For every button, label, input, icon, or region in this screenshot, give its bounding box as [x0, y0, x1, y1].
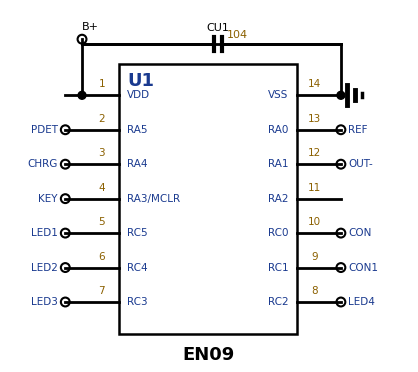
- Text: REF: REF: [348, 125, 368, 135]
- Text: VDD: VDD: [127, 90, 150, 100]
- Text: PDET: PDET: [31, 125, 58, 135]
- Text: RA3/MCLR: RA3/MCLR: [127, 194, 181, 203]
- Text: LED2: LED2: [31, 263, 58, 273]
- Text: OUT-: OUT-: [348, 159, 373, 169]
- Text: 4: 4: [98, 183, 105, 193]
- Text: CU1: CU1: [206, 23, 229, 33]
- Text: RA2: RA2: [268, 194, 289, 203]
- Text: B+: B+: [82, 22, 99, 32]
- Text: CON1: CON1: [348, 263, 378, 273]
- Text: 6: 6: [98, 251, 105, 262]
- Circle shape: [337, 92, 345, 99]
- Text: 104: 104: [227, 30, 248, 40]
- Bar: [120, 64, 297, 334]
- Text: 11: 11: [308, 183, 321, 193]
- Text: 7: 7: [98, 286, 105, 296]
- Text: RA4: RA4: [127, 159, 148, 169]
- Text: CHRG: CHRG: [28, 159, 58, 169]
- Text: LED1: LED1: [31, 228, 58, 238]
- Text: RC5: RC5: [127, 228, 148, 238]
- Text: RC3: RC3: [127, 297, 148, 307]
- Text: 1: 1: [98, 79, 105, 89]
- Text: 12: 12: [308, 148, 321, 158]
- Text: LED3: LED3: [31, 297, 58, 307]
- Text: EN09: EN09: [182, 346, 234, 364]
- Text: LED4: LED4: [348, 297, 375, 307]
- Text: 9: 9: [311, 251, 318, 262]
- Text: 14: 14: [308, 79, 321, 89]
- Text: U1: U1: [127, 72, 154, 90]
- Text: KEY: KEY: [38, 194, 58, 203]
- Text: RA0: RA0: [268, 125, 289, 135]
- Text: RC4: RC4: [127, 263, 148, 273]
- Text: RC1: RC1: [268, 263, 289, 273]
- Text: 5: 5: [98, 217, 105, 227]
- Circle shape: [78, 92, 86, 99]
- Text: RA1: RA1: [268, 159, 289, 169]
- Text: 3: 3: [98, 148, 105, 158]
- Text: VSS: VSS: [268, 90, 289, 100]
- Text: 8: 8: [311, 286, 318, 296]
- Text: RC0: RC0: [268, 228, 289, 238]
- Text: RC2: RC2: [268, 297, 289, 307]
- Text: 2: 2: [98, 114, 105, 124]
- Text: 10: 10: [308, 217, 321, 227]
- Text: RA5: RA5: [127, 125, 148, 135]
- Text: 13: 13: [308, 114, 321, 124]
- Text: CON: CON: [348, 228, 372, 238]
